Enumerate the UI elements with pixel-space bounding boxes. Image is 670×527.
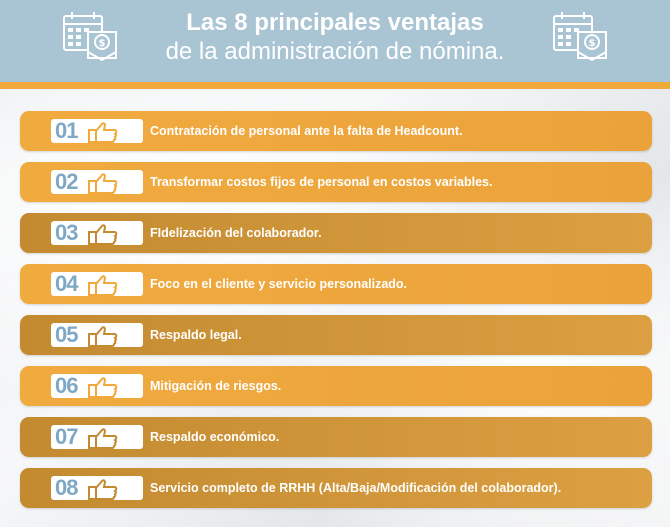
item-number: 06: [55, 373, 78, 398]
item-number: 07: [55, 424, 78, 449]
item-badge: 03: [51, 221, 143, 245]
list-item: 02 Transformar costos fijos de personal …: [20, 162, 652, 202]
item-label: Transformar costos fijos de personal en …: [150, 175, 493, 189]
title-line-2: de la administración de nómina.: [165, 38, 505, 65]
list-item: 07 Respaldo económico.: [20, 417, 652, 457]
item-badge: 08: [51, 476, 143, 500]
thumbs-up-icon: [88, 479, 118, 500]
item-label: Contratación de personal ante la falta d…: [150, 124, 463, 138]
list-item: 01 Contratación de personal ante la falt…: [20, 111, 652, 151]
item-number: 02: [55, 169, 78, 194]
item-badge: 02: [51, 170, 143, 194]
item-number: 03: [55, 220, 78, 245]
item-number: 04: [55, 271, 78, 296]
title-line-1: Las 8 principales ventajas: [186, 9, 484, 36]
item-label: Respaldo económico.: [150, 430, 280, 444]
header-accent-stripe: [0, 82, 670, 89]
item-badge: 05: [51, 323, 143, 347]
thumbs-up-icon: [88, 275, 118, 296]
list-item: 08 Servicio completo de RRHH (Alta/Baja/…: [20, 468, 652, 508]
thumbs-up-icon: [88, 377, 118, 398]
item-label: Foco en el cliente y servicio personaliz…: [150, 277, 408, 291]
item-label: Servicio completo de RRHH (Alta/Baja/Mod…: [150, 481, 562, 495]
page-title: Las 8 principales ventajas de la adminis…: [0, 8, 670, 67]
thumbs-up-icon: [88, 428, 118, 449]
svg-text:$: $: [99, 38, 106, 49]
item-label: Respaldo legal.: [150, 328, 242, 342]
item-number: 05: [55, 322, 78, 347]
thumbs-up-icon: [88, 122, 118, 143]
item-label: FIdelización del colaborador.: [150, 226, 322, 240]
item-number: 08: [55, 475, 78, 500]
item-badge: 07: [51, 425, 143, 449]
list-item: 05 Respaldo legal.: [20, 315, 652, 355]
item-badge: 06: [51, 374, 143, 398]
calendar-money-icon: $: [63, 12, 117, 62]
item-badge: 04: [51, 272, 143, 296]
thumbs-up-icon: [88, 224, 118, 245]
list-item: 06 Mitigación de riesgos.: [20, 366, 652, 406]
item-number: 01: [55, 118, 78, 143]
item-badge: 01: [51, 119, 143, 143]
calendar-money-icon: $: [553, 12, 607, 62]
list-item: 04 Foco en el cliente y servicio persona…: [20, 264, 652, 304]
thumbs-up-icon: [88, 326, 118, 347]
list-item: 03 FIdelización del colaborador.: [20, 213, 652, 253]
thumbs-up-icon: [88, 173, 118, 194]
advantages-list: 01 Contratación de personal ante la falt…: [20, 111, 652, 519]
svg-text:$: $: [589, 38, 596, 49]
item-label: Mitigación de riesgos.: [150, 379, 282, 393]
